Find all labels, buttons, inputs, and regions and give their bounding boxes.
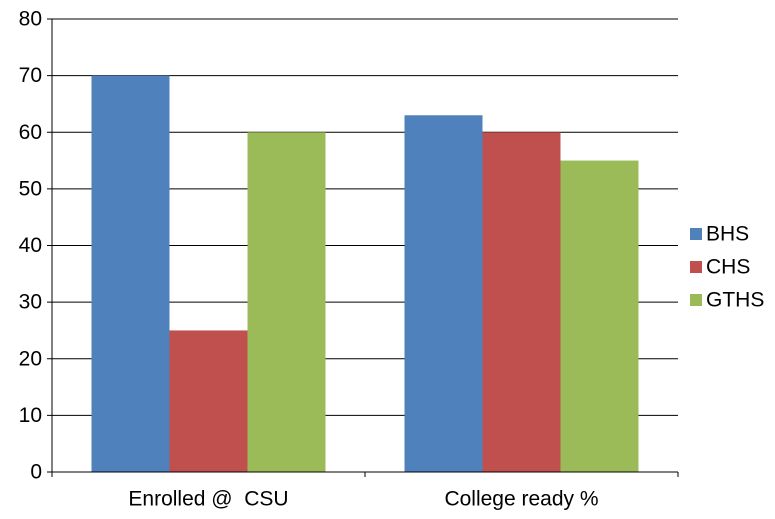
legend-swatch-chs [690, 261, 702, 273]
legend-swatch-bhs [690, 228, 702, 240]
legend-label-chs: CHS [706, 256, 750, 279]
legend: BHS CHS GTHS [690, 223, 764, 312]
bars [91, 75, 639, 472]
x-tick-labels: Enrolled @ CSU College ready % [128, 488, 598, 511]
x-tick-label: Enrolled @ CSU [128, 488, 288, 511]
y-tick-label: 0 [30, 461, 42, 484]
bar-chs-2 [482, 132, 561, 472]
y-tick-labels: 0 10 20 30 40 50 60 70 80 [19, 8, 42, 484]
y-tick-label: 30 [19, 291, 42, 314]
y-tick-label: 60 [19, 121, 42, 144]
y-tick-label: 80 [19, 8, 42, 31]
legend-swatch-gths [690, 294, 702, 306]
legend-label-gths: GTHS [706, 289, 764, 312]
axes [47, 18, 679, 477]
bar-chs-1 [169, 330, 248, 472]
bar-gths-2 [560, 160, 639, 472]
y-tick-label: 40 [19, 234, 42, 257]
y-tick-label: 70 [19, 64, 42, 87]
legend-label-bhs: BHS [706, 223, 749, 246]
y-tick-label: 50 [19, 177, 42, 200]
y-tick-label: 10 [19, 404, 42, 427]
bar-bhs-1 [91, 75, 170, 472]
y-tick-label: 20 [19, 347, 42, 370]
x-tick-label: College ready % [444, 488, 598, 511]
bar-bhs-2 [404, 115, 483, 472]
bar-gths-1 [247, 132, 326, 472]
